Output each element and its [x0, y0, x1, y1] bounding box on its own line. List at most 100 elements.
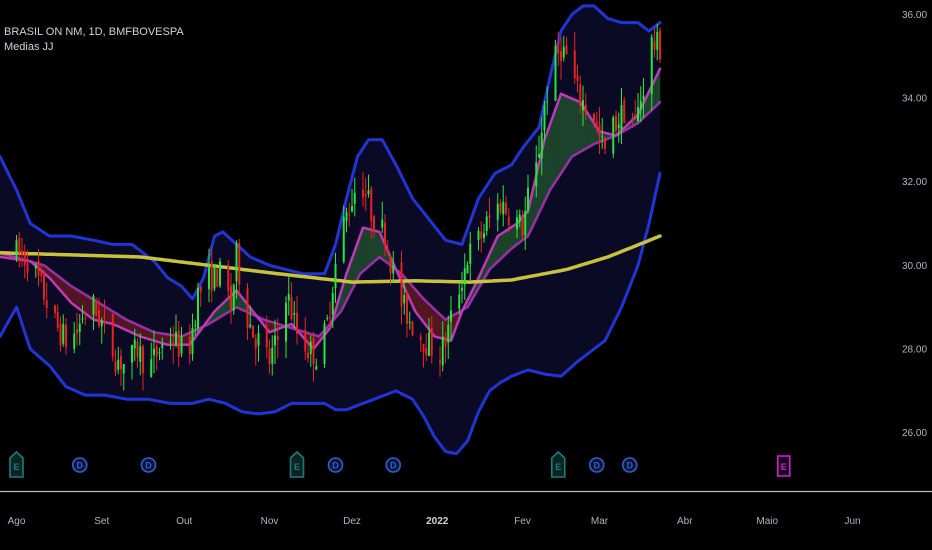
candle-up[interactable] [466, 261, 469, 274]
candle-up[interactable] [197, 282, 199, 333]
candle-up[interactable] [213, 263, 216, 292]
candle-down[interactable] [631, 112, 634, 129]
candle-down[interactable] [142, 344, 144, 391]
candle-down[interactable] [290, 281, 293, 321]
candle-down[interactable] [276, 318, 279, 359]
candle-up[interactable] [133, 328, 136, 362]
candle-down[interactable] [265, 315, 268, 358]
candle-up[interactable] [408, 311, 411, 330]
candle-up[interactable] [92, 294, 95, 331]
candle-down[interactable] [384, 213, 386, 257]
candle-down[interactable] [565, 37, 568, 55]
candle-down[interactable] [364, 177, 367, 212]
candle-down[interactable] [246, 283, 249, 341]
candle-up[interactable] [540, 116, 543, 176]
candle-up[interactable] [353, 177, 356, 217]
candle-down[interactable] [329, 301, 331, 329]
candle-down[interactable] [188, 324, 191, 365]
candle-up[interactable] [345, 207, 348, 233]
candle-up[interactable] [150, 342, 153, 378]
candle-up[interactable] [463, 253, 466, 301]
candle-down[interactable] [76, 312, 78, 346]
candle-down[interactable] [312, 331, 315, 382]
candle-down[interactable] [480, 221, 483, 253]
candle-down[interactable] [425, 333, 428, 362]
candle-up[interactable] [642, 77, 645, 119]
candle-down[interactable] [373, 214, 375, 238]
event-earnings_future-marker[interactable]: E [776, 455, 791, 477]
candle-down[interactable] [488, 197, 491, 229]
candle-down[interactable] [439, 346, 441, 377]
candle-down[interactable] [155, 341, 158, 371]
candle-up[interactable] [458, 281, 461, 315]
candle-down[interactable] [593, 112, 595, 128]
event-earnings-marker[interactable]: E [289, 450, 305, 478]
candle-down[interactable] [557, 31, 560, 66]
candle-down[interactable] [406, 290, 408, 338]
candle-up[interactable] [502, 185, 505, 227]
candle-up[interactable] [62, 314, 65, 347]
candle-down[interactable] [386, 240, 389, 256]
candle-down[interactable] [623, 97, 626, 124]
candle-up[interactable] [554, 39, 557, 102]
candle-up[interactable] [73, 321, 76, 354]
candle-up[interactable] [441, 321, 444, 372]
candle-up[interactable] [293, 301, 296, 329]
candle-up[interactable] [34, 263, 37, 278]
candle-up[interactable] [323, 320, 326, 369]
candle-down[interactable] [411, 320, 414, 337]
candle-up[interactable] [334, 252, 337, 303]
candle-up[interactable] [527, 174, 529, 214]
candle-up[interactable] [117, 346, 120, 374]
candle-down[interactable] [114, 349, 117, 377]
candle-down[interactable] [37, 248, 40, 287]
candle-up[interactable] [543, 100, 546, 141]
candle-up[interactable] [153, 330, 155, 374]
candle-down[interactable] [560, 37, 562, 80]
candle-up[interactable] [131, 344, 133, 380]
candle-down[interactable] [576, 64, 579, 93]
candle-up[interactable] [315, 358, 318, 371]
candle-up[interactable] [169, 327, 172, 350]
candle-up[interactable] [656, 23, 659, 61]
candle-up[interactable] [447, 315, 450, 359]
candle-down[interactable] [579, 75, 582, 114]
candle-down[interactable] [389, 253, 392, 285]
candle-down[interactable] [252, 325, 254, 338]
candle-up[interactable] [546, 86, 549, 115]
candle-up[interactable] [342, 205, 345, 264]
candle-down[interactable] [26, 250, 29, 282]
candle-down[interactable] [43, 269, 45, 306]
candle-up[interactable] [428, 317, 430, 357]
candle-up[interactable] [81, 305, 84, 324]
candle-up[interactable] [367, 174, 370, 198]
candle-up[interactable] [403, 281, 406, 315]
event-earnings-marker[interactable]: E [9, 450, 24, 478]
candle-up[interactable] [191, 313, 194, 361]
candle-up[interactable] [392, 250, 395, 284]
candle-up[interactable] [249, 305, 252, 329]
candle-down[interactable] [230, 273, 232, 325]
candle-down[interactable] [23, 244, 26, 279]
candle-up[interactable] [331, 286, 334, 329]
candle-down[interactable] [400, 251, 403, 325]
candle-down[interactable] [210, 246, 213, 303]
event-dividend-marker[interactable]: D [327, 457, 344, 473]
candle-up[interactable] [650, 34, 653, 111]
candle-down[interactable] [18, 231, 21, 268]
candle-down[interactable] [419, 332, 422, 353]
candle-up[interactable] [139, 333, 142, 376]
candle-up[interactable] [100, 317, 103, 344]
candle-down[interactable] [307, 341, 309, 363]
candle-down[interactable] [634, 99, 637, 118]
candle-up[interactable] [477, 227, 480, 251]
candle-down[interactable] [595, 112, 598, 134]
candle-down[interactable] [227, 260, 230, 300]
candle-up[interactable] [639, 86, 642, 123]
candle-down[interactable] [659, 27, 661, 63]
event-dividend-marker[interactable]: D [71, 457, 88, 473]
candle-down[interactable] [45, 282, 48, 319]
event-earnings-marker[interactable]: E [550, 450, 566, 478]
